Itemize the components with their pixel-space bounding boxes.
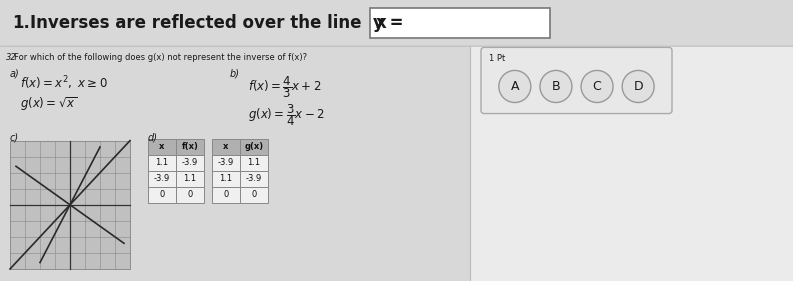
Text: g(x): g(x) [244, 142, 263, 151]
Bar [240, 139, 268, 155]
Text: x: x [159, 142, 165, 151]
Text: Inverses are reflected over the line  y =: Inverses are reflected over the line y = [30, 14, 409, 32]
Circle shape [540, 71, 572, 103]
Bar [470, 46, 793, 281]
Text: d): d) [148, 133, 158, 142]
Text: A: A [511, 80, 519, 93]
Text: -3.9: -3.9 [218, 158, 234, 167]
Text: $f(x) = \dfrac{4}{3}x + 2$: $f(x) = \dfrac{4}{3}x + 2$ [248, 74, 321, 100]
Text: f(x): f(x) [182, 142, 198, 151]
Bar [176, 155, 204, 171]
Bar [212, 171, 240, 187]
Text: 0: 0 [224, 190, 228, 199]
Bar [148, 171, 176, 187]
Bar [176, 139, 204, 155]
Text: C: C [592, 80, 601, 93]
Text: x: x [376, 14, 387, 32]
Bar [240, 171, 268, 187]
Text: c): c) [10, 133, 19, 142]
FancyBboxPatch shape [481, 47, 672, 114]
Text: 1 Pt: 1 Pt [489, 55, 505, 64]
Text: $g(x) = \sqrt{x}$: $g(x) = \sqrt{x}$ [20, 96, 78, 113]
Text: x: x [224, 142, 228, 151]
Text: -3.9: -3.9 [182, 158, 198, 167]
Bar [240, 187, 268, 203]
Bar [176, 187, 204, 203]
Text: For which of the following does g(x) not represent the inverse of f(x)?: For which of the following does g(x) not… [14, 53, 307, 62]
Text: $f(x) = x^2,\ x \geq 0$: $f(x) = x^2,\ x \geq 0$ [20, 74, 108, 92]
Text: 0: 0 [159, 190, 165, 199]
Text: 1.: 1. [12, 14, 30, 32]
Bar [148, 155, 176, 171]
Bar [148, 139, 176, 155]
Bar [176, 171, 204, 187]
Text: B: B [552, 80, 561, 93]
Text: 0: 0 [187, 190, 193, 199]
Bar [212, 155, 240, 171]
Text: 32: 32 [6, 53, 17, 62]
Text: $g(x) = \dfrac{3}{4}x - 2$: $g(x) = \dfrac{3}{4}x - 2$ [248, 103, 324, 128]
Text: 1.1: 1.1 [183, 174, 197, 183]
Bar [10, 140, 130, 269]
Bar [370, 8, 550, 38]
Text: 0: 0 [251, 190, 257, 199]
Text: a): a) [10, 69, 20, 78]
Circle shape [581, 71, 613, 103]
Bar [212, 187, 240, 203]
Text: 1.1: 1.1 [220, 174, 232, 183]
Text: b): b) [230, 69, 240, 78]
Circle shape [623, 71, 654, 103]
Text: -3.9: -3.9 [246, 174, 262, 183]
Bar [148, 187, 176, 203]
Text: D: D [634, 80, 643, 93]
Bar [212, 139, 240, 155]
Text: -3.9: -3.9 [154, 174, 170, 183]
Text: 1.1: 1.1 [155, 158, 169, 167]
Text: 1.1: 1.1 [247, 158, 261, 167]
Bar [240, 155, 268, 171]
Circle shape [499, 71, 531, 103]
